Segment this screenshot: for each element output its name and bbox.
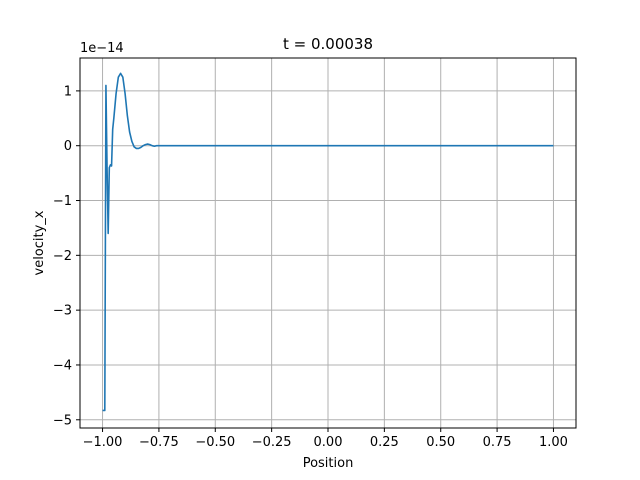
series-line-velocity-x	[102, 72, 554, 412]
x-tick-label: 0.50	[426, 435, 455, 450]
y-tick-label: −5	[53, 413, 72, 428]
x-tick-label: 1.00	[539, 435, 568, 450]
y-tick-label: 1	[64, 84, 72, 99]
y-axis-label: velocity_x	[32, 210, 47, 275]
y-tick-label: −4	[53, 358, 72, 373]
y-tick-label: −3	[53, 304, 72, 319]
x-tick-label: −1.00	[83, 435, 123, 450]
chart-title: t = 0.00038	[283, 35, 373, 53]
y-tick-label: −2	[53, 249, 72, 264]
x-tick-label: −0.25	[252, 435, 292, 450]
x-tick-label: 0.25	[370, 435, 399, 450]
x-tick-label: 0.75	[483, 435, 512, 450]
y-tick-label: −1	[53, 194, 72, 209]
x-axis-label: Position	[303, 456, 354, 471]
y-scale-offset-label: 1e−14	[80, 41, 124, 56]
ticks: −1.00 −0.75 −0.50 −0.25 0.00 0.25 0.50 0.75 1.00…	[53, 84, 568, 450]
grid	[80, 58, 576, 428]
x-tick-label: −0.75	[139, 435, 179, 450]
x-tick-label: −0.50	[195, 435, 235, 450]
x-tick-label: 0.00	[314, 435, 343, 450]
y-tick-label: 0	[64, 139, 72, 154]
